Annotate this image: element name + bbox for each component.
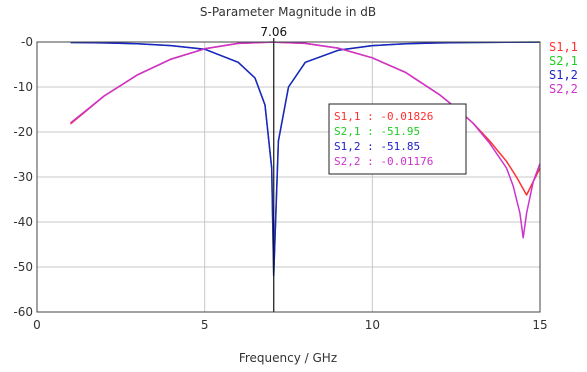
readout-entry: S1,1 : -0.01826: [334, 110, 433, 123]
y-tick-label: -50: [13, 260, 33, 274]
x-tick-label: 0: [33, 318, 41, 332]
legend: S1,1S2,1S1,2S2,2: [549, 40, 578, 96]
legend-entry: S1,2: [549, 68, 578, 82]
series-line-S2-2: [70, 41, 541, 239]
cursor-label: 7.06: [260, 25, 287, 39]
marker-readout: S1,1 : -0.01826 S2,1 : -51.95 S1,2 : -51.8…: [328, 103, 467, 175]
chart-title: S-Parameter Magnitude in dB: [200, 5, 376, 19]
x-axis-label: Frequency / GHz: [239, 351, 337, 365]
readout-box-frame: [328, 103, 467, 175]
x-axis-ticks: 0 5 10 15: [33, 318, 547, 332]
readout-entry: S1,2 : -51.85: [334, 140, 420, 153]
plot-frame: [36, 41, 541, 313]
legend-entry: S2,2: [549, 82, 578, 96]
series-line-S2-1: [70, 41, 541, 277]
grid: [36, 41, 541, 313]
y-tick-label: -10: [13, 80, 33, 94]
y-tick-label: -20: [13, 125, 33, 139]
legend-entry: S2,1: [549, 54, 578, 68]
y-tick-label: -40: [13, 215, 33, 229]
series-layer: [70, 41, 541, 277]
legend-entry: S1,1: [549, 40, 578, 54]
y-tick-label: -60: [13, 305, 33, 319]
series-line-S1-2: [70, 41, 541, 277]
y-tick-label: -0: [21, 35, 33, 49]
y-tick-label: -30: [13, 170, 33, 184]
readout-entry: S2,1 : -51.95: [334, 125, 420, 138]
y-axis-ticks: -0 -10 -20 -30 -40 -50 -60: [13, 35, 33, 319]
x-tick-label: 15: [532, 318, 547, 332]
cursor-layer: 7.06: [260, 25, 287, 312]
x-tick-label: 5: [201, 318, 209, 332]
readout-entry: S2,2 : -0.01176: [334, 155, 433, 168]
series-line-S1-1: [70, 41, 541, 196]
x-tick-label: 10: [365, 318, 380, 332]
